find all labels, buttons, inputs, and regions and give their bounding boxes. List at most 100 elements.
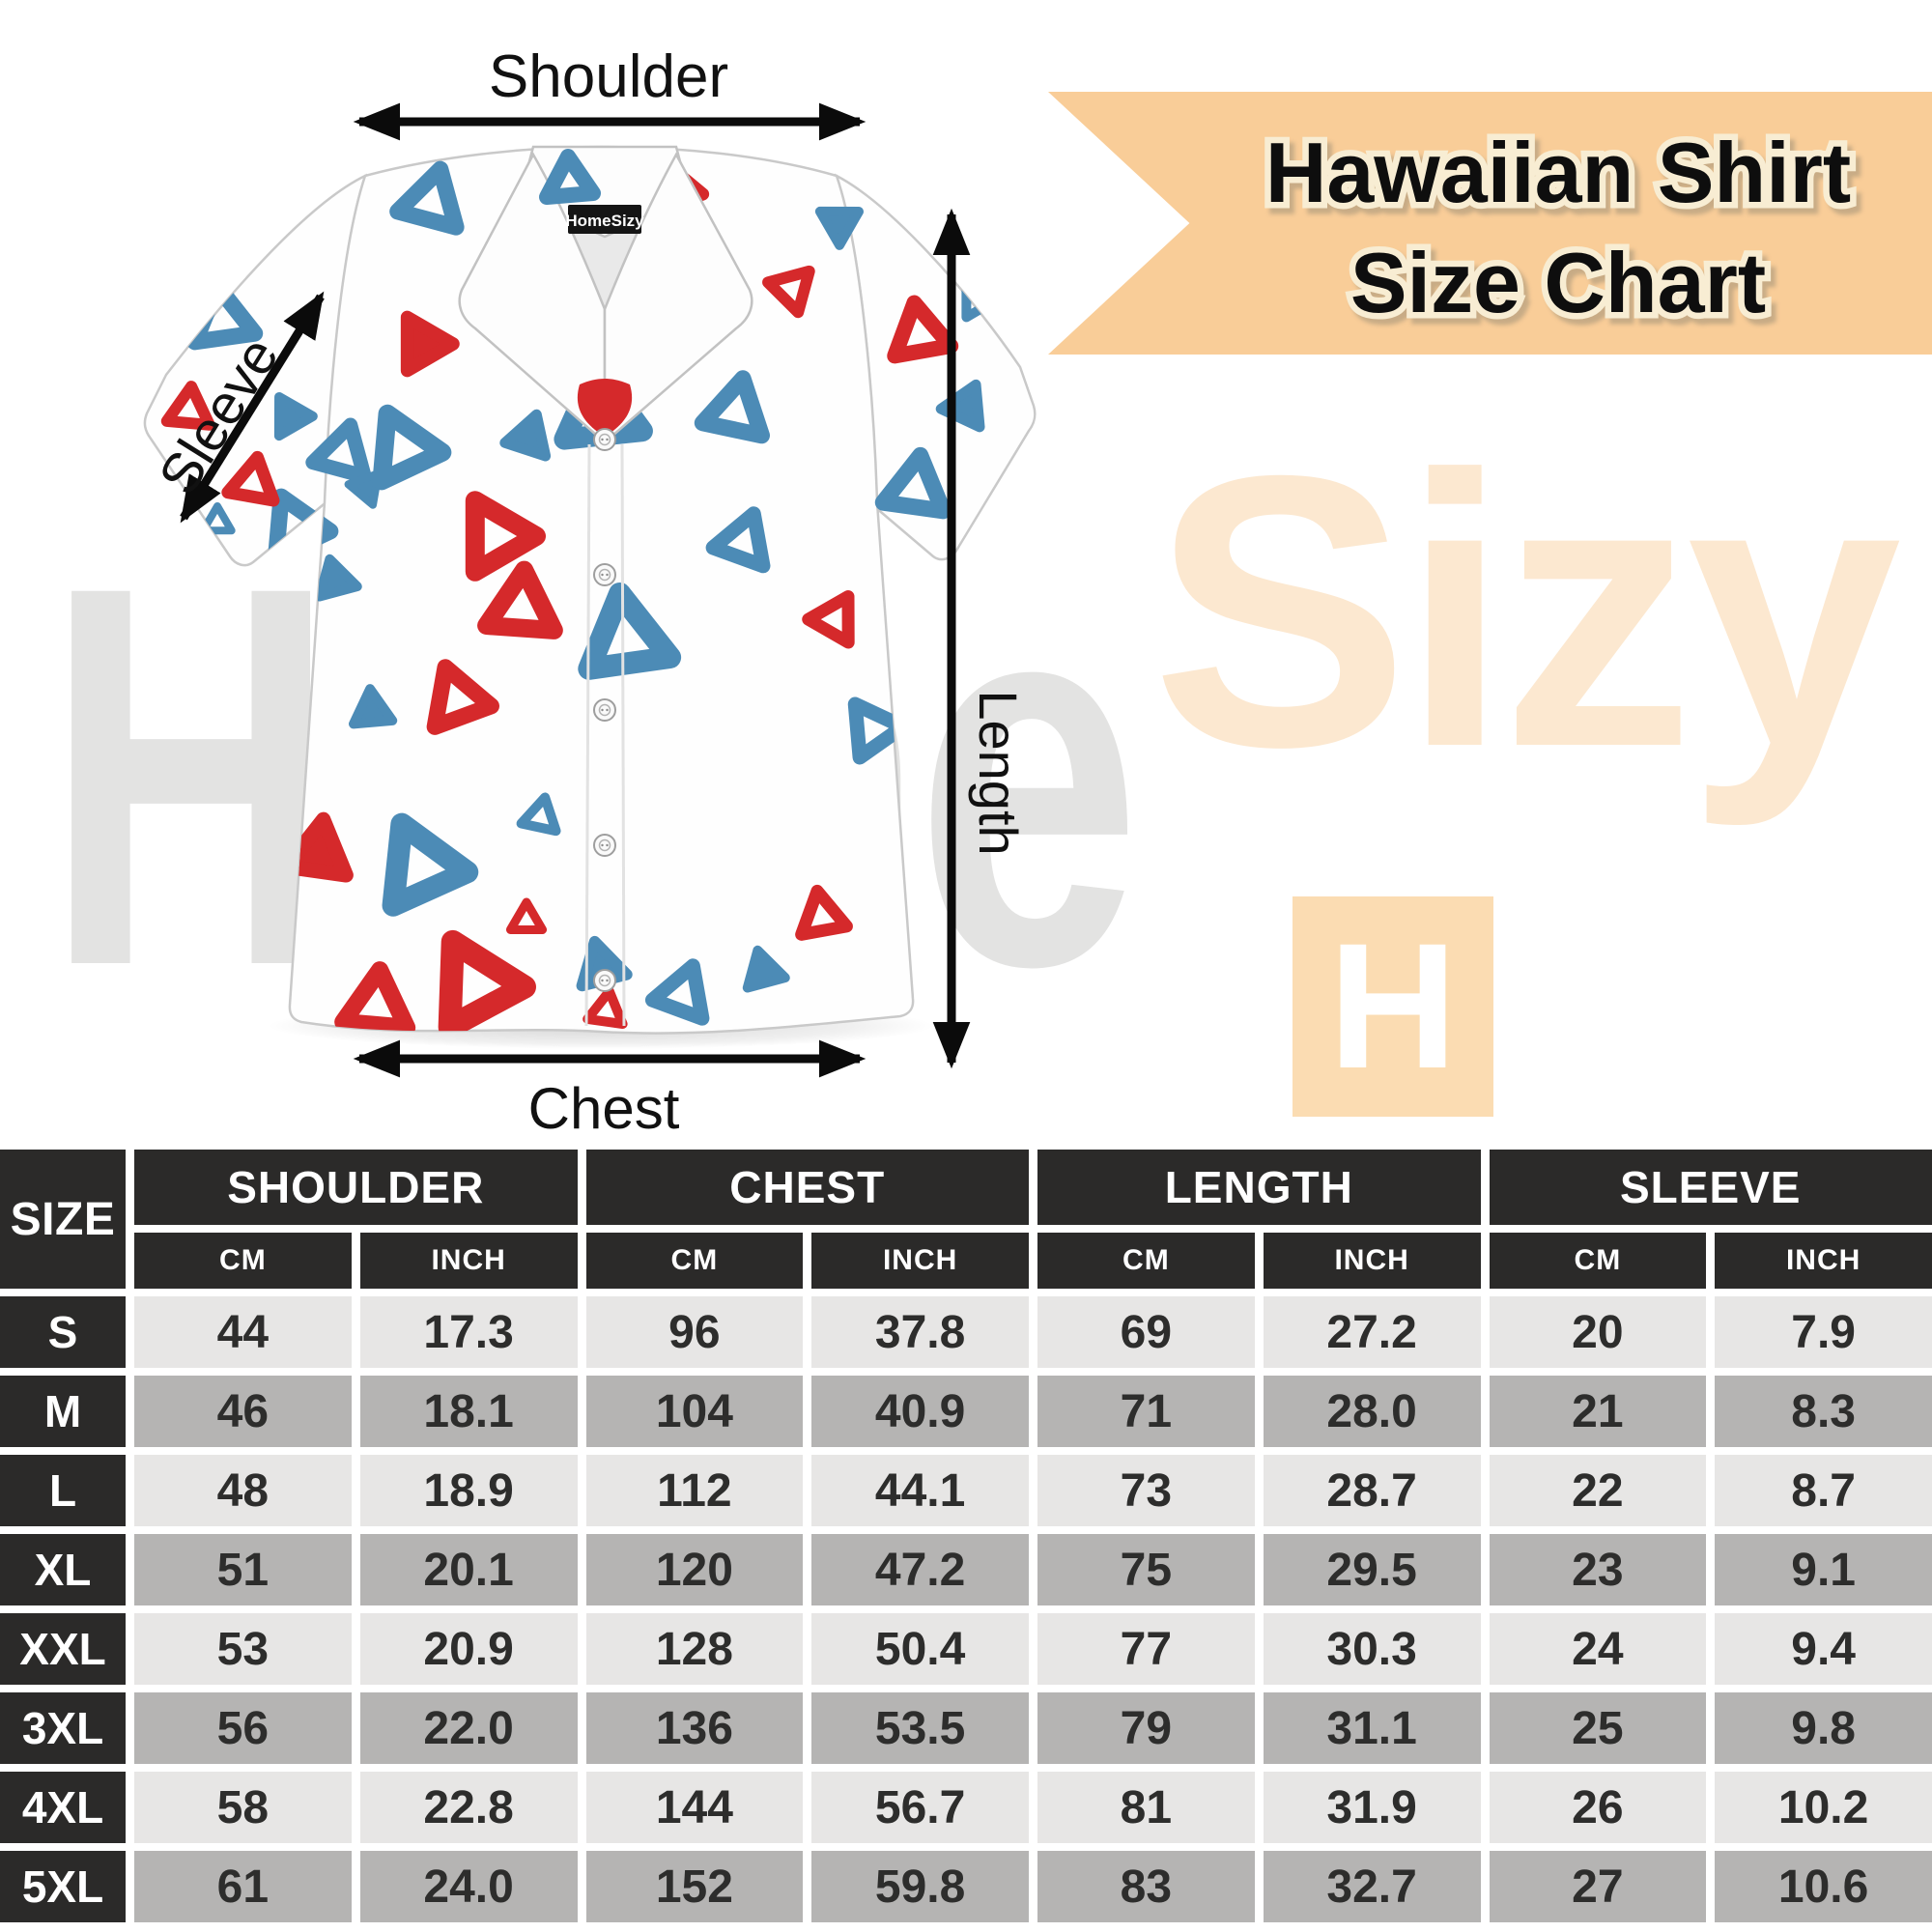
size-value-xl-4: 75 (1037, 1534, 1255, 1605)
blue-triangle-print (694, 370, 770, 444)
red-triangle-print (505, 897, 548, 934)
unit-header-chest-cm: CM (585, 1233, 804, 1289)
blue-triangle-print (389, 160, 465, 236)
shirt-button (593, 698, 616, 722)
size-value-xxl-5: 30.3 (1263, 1613, 1481, 1685)
collar-label-tag (568, 205, 641, 234)
collar-red-trim (577, 379, 633, 437)
size-value-l-6: 22 (1489, 1455, 1707, 1526)
red-triangle-print (334, 961, 416, 1034)
size-label-l: L (0, 1455, 126, 1526)
size-value-s-6: 20 (1489, 1296, 1707, 1368)
size-value-4xl-7: 10.2 (1715, 1772, 1932, 1843)
blue-triangle-print (644, 958, 710, 1026)
size-value-xl-2: 120 (585, 1534, 804, 1605)
red-triangle-print (795, 884, 853, 941)
size-value-4xl-0: 58 (134, 1772, 352, 1843)
size-value-m-1: 18.1 (359, 1376, 578, 1447)
watermark-sizy: Sizy (1151, 395, 1901, 827)
red-triangle-print (762, 265, 815, 319)
blue-triangle-print (814, 206, 865, 250)
size-value-3xl-1: 22.0 (359, 1692, 578, 1764)
red-triangle-print (802, 589, 855, 649)
size-value-3xl-3: 53.5 (811, 1692, 1029, 1764)
blue-triangle-print (874, 446, 952, 520)
length-label: Length (968, 690, 1029, 855)
size-value-xxl-7: 9.4 (1715, 1613, 1932, 1685)
red-triangle-print (582, 986, 628, 1030)
size-value-m-3: 40.9 (811, 1376, 1029, 1447)
size-value-5xl-2: 152 (585, 1851, 804, 1922)
size-value-m-4: 71 (1037, 1376, 1255, 1447)
size-value-xxl-4: 77 (1037, 1613, 1255, 1685)
blue-triangle-print (382, 812, 479, 917)
size-value-l-2: 112 (585, 1455, 804, 1526)
size-value-5xl-4: 83 (1037, 1851, 1255, 1922)
banner-title-line2: Size Chart (1350, 235, 1766, 330)
blue-triangle-print (742, 945, 790, 993)
unit-header-sleeve-cm: CM (1489, 1233, 1707, 1289)
button-placket (584, 443, 626, 1027)
size-value-3xl-4: 79 (1037, 1692, 1255, 1764)
size-value-s-4: 69 (1037, 1296, 1255, 1368)
size-value-s-1: 17.3 (359, 1296, 578, 1368)
size-value-l-5: 28.7 (1263, 1455, 1481, 1526)
shoulder-label: Shoulder (489, 43, 728, 110)
size-value-l-1: 18.9 (359, 1455, 578, 1526)
size-label-s: S (0, 1296, 126, 1368)
size-value-5xl-6: 27 (1489, 1851, 1707, 1922)
blue-triangle-print (499, 409, 552, 462)
unit-header-length-cm: CM (1037, 1233, 1255, 1289)
size-value-xl-1: 20.1 (359, 1534, 578, 1605)
blue-triangle-print (516, 792, 561, 837)
size-value-xxl-3: 50.4 (811, 1613, 1029, 1685)
size-value-xl-5: 29.5 (1263, 1534, 1481, 1605)
size-value-l-4: 73 (1037, 1455, 1255, 1526)
title-banner: Hawaiian Shirt Size Chart (1048, 92, 1932, 355)
red-triangle-print (426, 659, 499, 735)
size-value-4xl-3: 56.7 (811, 1772, 1029, 1843)
size-chart-table: SIZE SHOULDER CHEST LENGTH SLEEVE CM INCH CM INC… (0, 1150, 1932, 1922)
red-triangle-print (438, 929, 536, 1034)
size-value-s-3: 37.8 (811, 1296, 1029, 1368)
unit-header-length-inch: INCH (1263, 1233, 1481, 1289)
size-value-4xl-5: 31.9 (1263, 1772, 1481, 1843)
size-value-xxl-1: 20.9 (359, 1613, 578, 1685)
size-value-s-2: 96 (585, 1296, 804, 1368)
unit-header-shoulder-cm: CM (134, 1233, 352, 1289)
blue-triangle-print (372, 404, 452, 491)
red-triangle-print (278, 811, 354, 883)
unit-header-chest-inch: INCH (811, 1233, 1029, 1289)
size-value-l-7: 8.7 (1715, 1455, 1932, 1526)
size-value-4xl-4: 81 (1037, 1772, 1255, 1843)
collar-label-text: HomeSizy (565, 212, 644, 230)
size-value-4xl-2: 144 (585, 1772, 804, 1843)
size-value-3xl-0: 56 (134, 1692, 352, 1764)
column-group-length: LENGTH (1037, 1150, 1481, 1225)
blue-triangle-print (847, 696, 911, 765)
column-group-chest: CHEST (585, 1150, 1029, 1225)
size-value-5xl-7: 10.6 (1715, 1851, 1932, 1922)
size-value-3xl-6: 25 (1489, 1692, 1707, 1764)
size-label-m: M (0, 1376, 126, 1447)
collar-right-lapel (603, 152, 753, 445)
size-value-m-2: 104 (585, 1376, 804, 1447)
size-value-3xl-5: 31.1 (1263, 1692, 1481, 1764)
size-value-xxl-2: 128 (585, 1613, 804, 1685)
red-triangle-print (477, 560, 563, 639)
brand-logo-block: H (1293, 896, 1493, 1117)
size-value-xl-7: 9.1 (1715, 1534, 1932, 1605)
size-value-m-0: 46 (134, 1376, 352, 1447)
column-group-shoulder: SHOULDER (134, 1150, 578, 1225)
shirt-button (593, 969, 616, 992)
banner-title-line1: Hawaiian Shirt (1265, 125, 1851, 220)
shirt-button (593, 834, 616, 857)
collar-print-blue (539, 149, 601, 205)
size-value-5xl-3: 59.8 (811, 1851, 1029, 1922)
size-label-xl: XL (0, 1534, 126, 1605)
size-value-l-3: 44.1 (811, 1455, 1029, 1526)
chest-label: Chest (528, 1076, 680, 1141)
blue-triangle-print (314, 554, 362, 602)
size-value-xl-0: 51 (134, 1534, 352, 1605)
size-label-5xl: 5XL (0, 1851, 126, 1922)
